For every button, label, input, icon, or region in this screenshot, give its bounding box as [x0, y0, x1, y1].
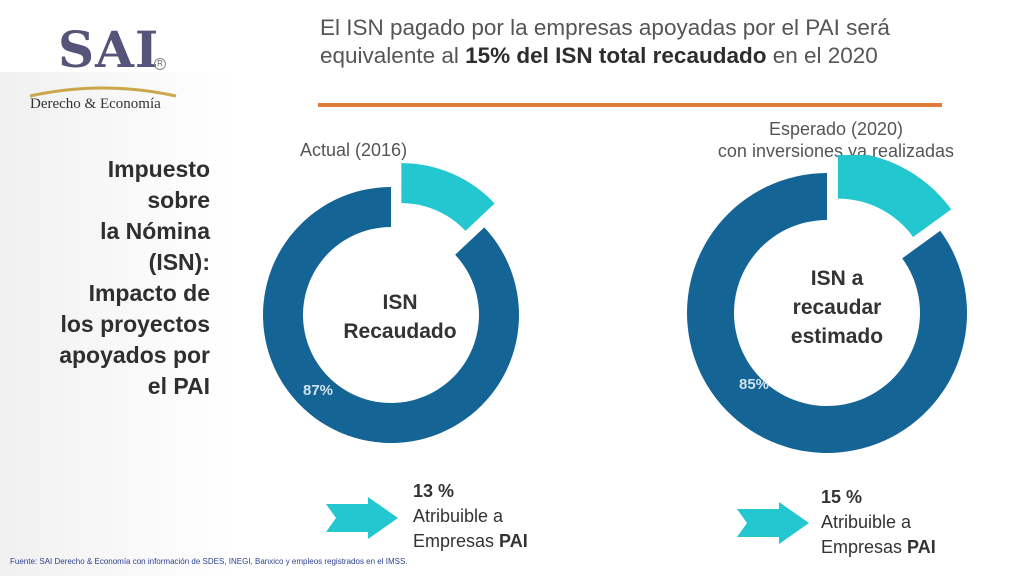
- right-attrib-text: 15 % Atribuible a Empresas PAI: [821, 485, 936, 560]
- logo-subtitle: Derecho & Economía: [30, 96, 161, 112]
- side-panel: [0, 72, 234, 576]
- side-title-line: los proyectos: [60, 311, 210, 337]
- side-title: Impuesto sobre la Nómina (ISN): Impacto …: [10, 154, 210, 402]
- donut-pai-slice: [401, 163, 495, 231]
- right-title-line2: con inversiones ya realizadas: [717, 141, 955, 161]
- side-title-line: el PAI: [147, 373, 210, 399]
- left-main-pct-label: 87%: [303, 382, 334, 399]
- headline-divider: [318, 103, 942, 107]
- right-attrib-pct: 15 %: [821, 487, 863, 507]
- side-title-line: Impacto de: [88, 280, 210, 306]
- right-chart-title: Esperado (2020) con inversiones ya reali…: [676, 118, 996, 162]
- headline-part1: El ISN pagado por la empresas apoyadas p…: [320, 15, 890, 68]
- donut-main-slice: [263, 187, 519, 443]
- left-attrib-bold: PAI: [499, 531, 528, 551]
- left-donut-chart: [263, 163, 519, 443]
- right-attrib-bold: PAI: [907, 537, 936, 557]
- logo-brand: SAI: [58, 20, 160, 79]
- logo-swoosh: [29, 86, 177, 98]
- left-attrib-prefix: Empresas: [413, 531, 500, 551]
- center-line: ISN a: [810, 267, 864, 290]
- side-title-line: apoyados por: [59, 342, 210, 368]
- arrow-right-icon: [737, 502, 809, 544]
- center-line: estimado: [790, 325, 884, 348]
- right-main-pct-label: 85%: [739, 376, 770, 393]
- left-chart-title: Actual (2016): [300, 140, 408, 160]
- center-line: Recaudado: [343, 320, 457, 343]
- registered-mark: R: [154, 58, 166, 70]
- right-donut-chart: [687, 155, 967, 454]
- center-line: recaudar: [792, 296, 882, 319]
- sai-logo: SAI R Derecho & Economía: [22, 18, 192, 118]
- left-attrib-text: 13 % Atribuible a Empresas PAI: [413, 479, 528, 554]
- left-attrib-pct: 13 %: [413, 481, 455, 501]
- side-title-line: (ISN):: [148, 249, 210, 275]
- arrow-right-icon: [326, 497, 398, 539]
- headline-bold: 15% del ISN total recaudado: [465, 43, 767, 68]
- right-title-line1: Esperado (2020): [768, 119, 904, 139]
- slide-headline: El ISN pagado por la empresas apoyadas p…: [320, 14, 980, 70]
- left-donut-center-label: ISN Recaudado: [300, 288, 500, 346]
- center-line: ISN: [382, 291, 418, 314]
- donut-main-slice: [687, 173, 967, 454]
- side-title-line: Impuesto: [107, 156, 210, 182]
- right-attrib-line1: Atribuible a: [821, 512, 912, 532]
- headline-part2: en el 2020: [766, 43, 878, 68]
- left-attrib-line1: Atribuible a: [413, 506, 504, 526]
- donut-pai-slice: [837, 155, 952, 237]
- right-donut-center-label: ISN a recaudar estimado: [737, 264, 937, 351]
- side-title-line: la Nómina: [100, 218, 210, 244]
- right-attrib-prefix: Empresas: [821, 537, 908, 557]
- source-footnote: Fuente: SAI Derecho & Economía con infor…: [10, 557, 408, 566]
- side-title-line: sobre: [147, 187, 210, 213]
